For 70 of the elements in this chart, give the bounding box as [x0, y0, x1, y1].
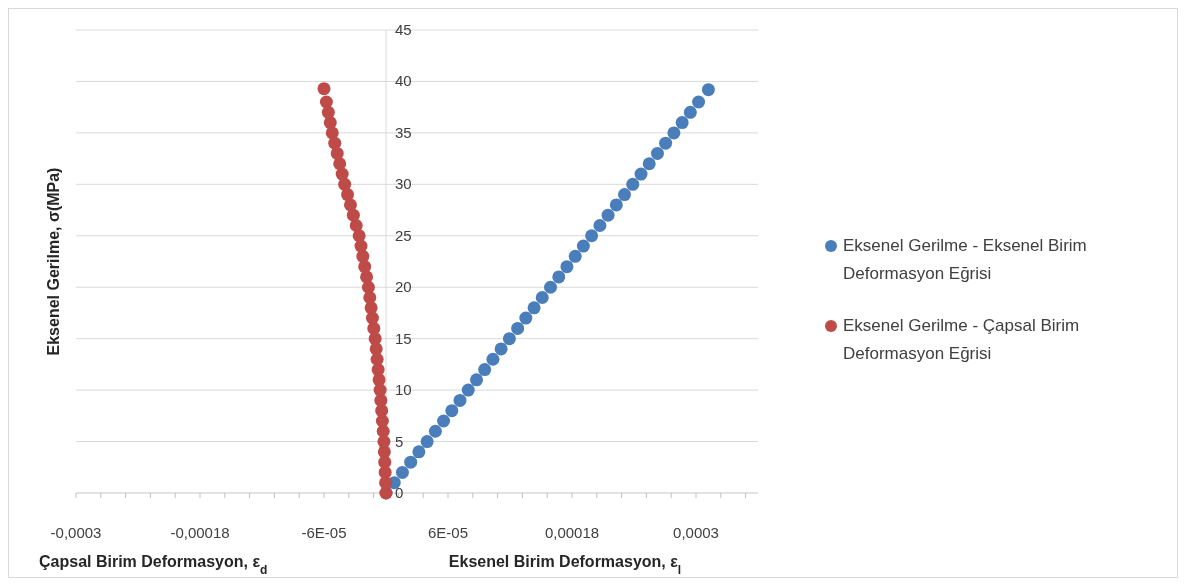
legend-label: Eksenel Gerilme - Çapsal Birim Deformasyon Eğrisi	[843, 316, 1080, 363]
point	[659, 136, 673, 150]
point	[494, 342, 508, 356]
point	[412, 445, 426, 459]
point	[453, 393, 467, 407]
point	[502, 332, 516, 346]
y-tick-label: 30	[395, 175, 412, 193]
point	[486, 352, 500, 366]
point	[527, 301, 541, 315]
point	[341, 188, 355, 202]
point	[361, 280, 375, 294]
point	[437, 414, 451, 428]
point	[328, 136, 342, 150]
point	[683, 105, 697, 119]
point	[701, 83, 715, 97]
y-tick-label: 45	[395, 21, 412, 38]
point	[346, 208, 360, 222]
point	[428, 424, 442, 438]
y-tick-label: 5	[395, 432, 404, 450]
x-tick-label: 6E-05	[427, 524, 469, 541]
point	[395, 465, 409, 479]
legend-label: Eksenel Gerilme - Eksenel Birim Deformasyon Eğrisi	[843, 236, 1087, 283]
point	[552, 270, 566, 284]
point	[609, 198, 623, 212]
point	[650, 146, 664, 160]
y-tick-label: 25	[395, 226, 412, 244]
x-axis-title: Eksenel Birim Deformasyon, ε$_{l}$	[448, 553, 682, 577]
point	[420, 435, 434, 449]
x-tick-label: -0,00018	[170, 524, 230, 541]
point	[535, 291, 549, 305]
point	[675, 116, 689, 130]
point	[544, 280, 558, 294]
y-tick-label: 40	[395, 72, 412, 90]
y-tick-label: 20	[395, 278, 412, 296]
point	[626, 177, 640, 191]
point	[470, 373, 484, 387]
y-tick-label: 35	[395, 123, 412, 141]
point	[692, 95, 706, 109]
point	[445, 404, 459, 418]
point	[667, 126, 681, 140]
point	[576, 239, 590, 253]
point	[319, 95, 333, 109]
point	[330, 146, 344, 160]
point	[634, 167, 648, 181]
point	[461, 383, 475, 397]
point	[404, 455, 418, 469]
text: Çapsal Birim Deformasyon, ε$_{d}$	[39, 553, 268, 577]
y-tick-label: 10	[395, 381, 412, 399]
point	[568, 249, 582, 263]
point	[585, 229, 599, 243]
point	[617, 188, 631, 202]
x-tick-label: 0,00018	[544, 524, 600, 541]
y-tick-label: 0	[395, 484, 404, 501]
x-tick-label: 0,0003	[673, 524, 719, 541]
point	[317, 82, 331, 96]
y-axis-title: Eksenel Gerilme, σ(MPa)	[45, 167, 62, 356]
x-tick-label: -0,0003	[50, 524, 102, 541]
point	[593, 218, 607, 232]
point	[560, 260, 574, 274]
point	[511, 321, 525, 335]
y-tick-label: 15	[395, 329, 412, 347]
point	[478, 363, 492, 377]
point	[519, 311, 533, 325]
point	[321, 105, 335, 119]
x-tick-label: -6E-05	[301, 524, 347, 541]
point	[349, 218, 363, 232]
point	[338, 177, 352, 191]
point	[601, 208, 615, 222]
point	[356, 249, 370, 263]
point	[642, 157, 656, 171]
